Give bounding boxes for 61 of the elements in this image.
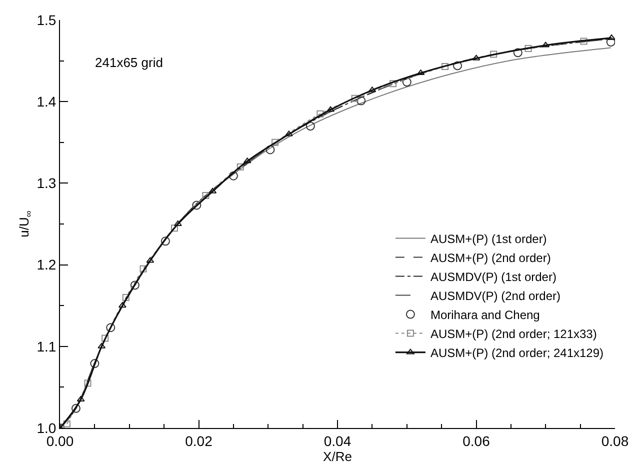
point xyxy=(208,188,217,194)
legend-label: AUSMDV(P) (2nd order) xyxy=(430,288,560,303)
point xyxy=(472,54,480,60)
point xyxy=(98,342,106,348)
point xyxy=(140,265,147,272)
point xyxy=(236,163,244,170)
y-tick-label: 1.4 xyxy=(36,94,56,110)
point xyxy=(608,34,615,40)
point xyxy=(76,396,85,402)
point xyxy=(390,80,396,88)
point xyxy=(228,171,238,180)
legend-label: AUSM+(P) (2nd order; 241x129) xyxy=(430,346,604,360)
legend-label: AUSM+(P) (1st order) xyxy=(430,232,547,246)
point xyxy=(351,94,358,102)
x-tick-label: 0.08 xyxy=(601,432,629,449)
point xyxy=(326,106,335,112)
point xyxy=(284,130,293,136)
point xyxy=(513,48,522,58)
legend-label: AUSM+(P) (2nd order; 121x33) xyxy=(430,326,597,341)
point xyxy=(90,359,100,368)
legend-label: Morihara and Cheng xyxy=(430,308,540,322)
legend-label: AUSM+(P) (2nd order) xyxy=(430,250,551,265)
point xyxy=(356,96,366,106)
point xyxy=(71,404,80,413)
point xyxy=(416,70,425,76)
point xyxy=(368,86,376,92)
point xyxy=(243,158,252,164)
point xyxy=(102,334,109,342)
point xyxy=(118,302,126,308)
point xyxy=(84,380,92,387)
point xyxy=(453,61,462,70)
point xyxy=(63,420,70,428)
point xyxy=(542,42,550,48)
point xyxy=(266,145,275,154)
point xyxy=(192,200,202,210)
y-tick-label: 1.1 xyxy=(36,338,56,354)
x-axis-title: X/Re xyxy=(323,448,352,464)
y-tick-label: 1.2 xyxy=(36,256,56,273)
point xyxy=(146,257,154,263)
point xyxy=(160,236,170,246)
point xyxy=(106,323,116,332)
point xyxy=(442,63,449,70)
point xyxy=(580,38,588,45)
point xyxy=(306,122,315,131)
legend-label: AUSMDV(P) (1st order) xyxy=(430,270,556,284)
y-tick-label: 1.5 xyxy=(36,12,56,28)
point xyxy=(606,38,615,47)
point xyxy=(122,294,130,301)
annotation: 241x65 grid xyxy=(95,55,163,70)
point xyxy=(130,280,140,290)
point xyxy=(170,224,178,232)
point xyxy=(524,45,532,52)
x-tick-label: 0.02 xyxy=(185,432,213,449)
point xyxy=(402,78,412,87)
point xyxy=(272,138,279,146)
y-tick-label: 1.3 xyxy=(36,175,56,192)
x-tick-label: 0.04 xyxy=(324,432,352,449)
point xyxy=(202,192,210,199)
x-tick-label: 0.06 xyxy=(462,432,490,449)
point xyxy=(316,110,324,118)
point xyxy=(490,50,498,58)
